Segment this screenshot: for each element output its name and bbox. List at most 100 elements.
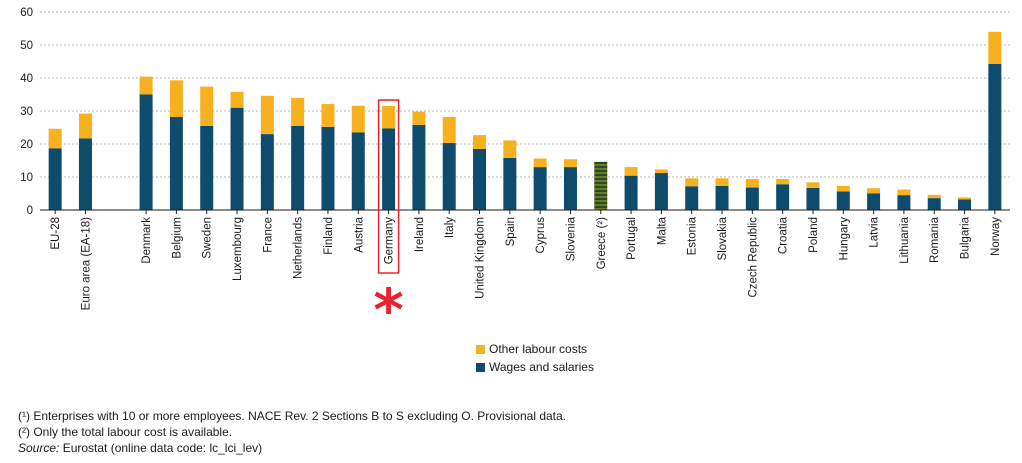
y-tick-label: 0 [27,205,33,217]
category-label: Netherlands [293,217,305,279]
category-label: Portugal [626,217,638,260]
bar-wages-and-salaries [260,134,274,210]
bar-wages-and-salaries [745,187,759,210]
bar-wages-and-salaries [139,94,153,210]
bar-other-labour-costs [169,80,183,117]
category-label: Poland [808,217,820,253]
bar-other-labour-costs [867,188,881,194]
bar-other-labour-costs [473,135,487,149]
bar-other-labour-costs [351,105,365,133]
highlight-marker: * [373,99,404,335]
axes: 0 10 20 30 40 50 60 [20,7,1010,217]
category-label: Spain [505,217,517,246]
footnote-1: (¹) Enterprises with 10 or more employee… [18,409,567,423]
bar-wages-and-salaries [230,107,244,210]
bar-other-labour-costs [503,140,517,158]
bar-other-labour-costs [776,178,790,185]
bar-wages-and-salaries [715,185,729,210]
gridlines [40,11,1010,178]
bar-wages-and-salaries [169,116,183,210]
category-label: Czech Republic [747,217,759,298]
category-label: Austria [353,216,365,252]
footnotes: (¹) Enterprises with 10 or more employee… [18,408,566,456]
y-tick-label: 50 [20,40,33,52]
legend-swatch-wages [476,362,485,372]
legend: Other labour costs Wages and salaries [476,340,594,376]
bar-wages-and-salaries [533,167,547,210]
category-label: United Kingdom [475,217,487,299]
highlight-box [377,99,400,274]
bar-wages-and-salaries [624,175,638,210]
category-label: Slovenia [565,216,577,261]
y-tick-label: 10 [20,172,33,184]
bar-wages-and-salaries [200,125,214,210]
category-label: EU-28 [50,217,62,250]
bar-wages-and-salaries [48,148,62,210]
bar-other-labour-costs [897,189,911,196]
legend-label-wages: Wages and salaries [489,360,594,374]
labour-cost-chart: 0 10 20 30 40 50 60 EU-28 Euro area (EA-18) Denm… [20,7,1010,335]
bar-wages-and-salaries [503,157,517,210]
bar-other-labour-costs [836,185,850,192]
category-label: Romania [929,216,941,263]
bar-wages-and-salaries [685,186,699,210]
bar-wages-and-salaries [291,125,305,210]
category-label: Cyprus [535,217,547,254]
legend-item-other-labour-costs: Other labour costs [476,340,594,358]
y-tick-label: 40 [20,73,33,85]
category-label: Germany [384,217,396,265]
bar-other-labour-costs [624,167,638,176]
bar-other-labour-costs [139,76,153,95]
bar-other-labour-costs [988,31,1002,64]
legend-item-wages-and-salaries: Wages and salaries [476,358,594,376]
source-label: Source: [18,441,60,455]
bar-other-labour-costs [321,104,335,127]
bar-wages-and-salaries [806,187,820,210]
category-label: Malta [656,216,668,245]
bar-other-labour-costs [715,178,729,186]
bar-other-labour-costs [260,95,274,135]
bar-wages-and-salaries [321,126,335,210]
y-tick-label: 20 [20,139,33,151]
category-labels: EU-28 Euro area (EA-18) Denmark Belgium Swed… [50,216,1002,310]
bar-wages-and-salaries [351,132,365,210]
category-label: Finland [323,217,335,255]
category-label: Estonia [687,216,699,255]
y-tick-label: 60 [20,7,33,19]
asterisk-marker: * [373,276,403,335]
bar-wages-and-salaries [958,199,972,210]
bar-other-labour-costs [685,178,699,187]
category-label: Denmark [141,217,153,264]
bar-wages-and-salaries [897,195,911,210]
bar-wages-and-salaries [776,184,790,210]
category-label: France [262,217,274,253]
category-label: Lithuania [899,216,911,263]
bar-wages-and-salaries [412,124,426,210]
bar-wages-and-salaries [654,173,668,210]
category-label: Bulgaria [960,216,972,259]
bar-other-labour-costs [806,182,820,188]
category-label: Greece (²) [596,217,608,270]
category-label: Italy [444,217,456,238]
bar-other-labour-costs [442,116,456,144]
bar-wages-and-salaries [473,148,487,210]
bar-other-labour-costs [230,91,244,108]
footnote-2: (²) Only the total labour cost is availa… [18,425,233,439]
bar-other-labour-costs [200,86,214,126]
bar-other-labour-costs [412,111,426,125]
bar-other-labour-costs [48,128,62,149]
bar-wages-and-salaries [836,191,850,210]
y-tick-label: 30 [20,106,33,118]
bar-other-labour-costs [927,194,941,199]
bar-wages-and-salaries [927,198,941,210]
bar-wages-and-salaries [78,138,92,210]
bar-other-labour-costs [654,169,668,174]
category-label: Sweden [202,217,214,259]
bar-other-labour-costs [291,97,305,126]
bars [48,31,1002,211]
category-label: Luxembourg [232,217,244,281]
bar-other-labour-costs [563,159,577,168]
bar-other-labour-costs [958,197,972,200]
category-label: Latvia [869,216,881,247]
bar-wages-and-salaries [988,63,1002,211]
